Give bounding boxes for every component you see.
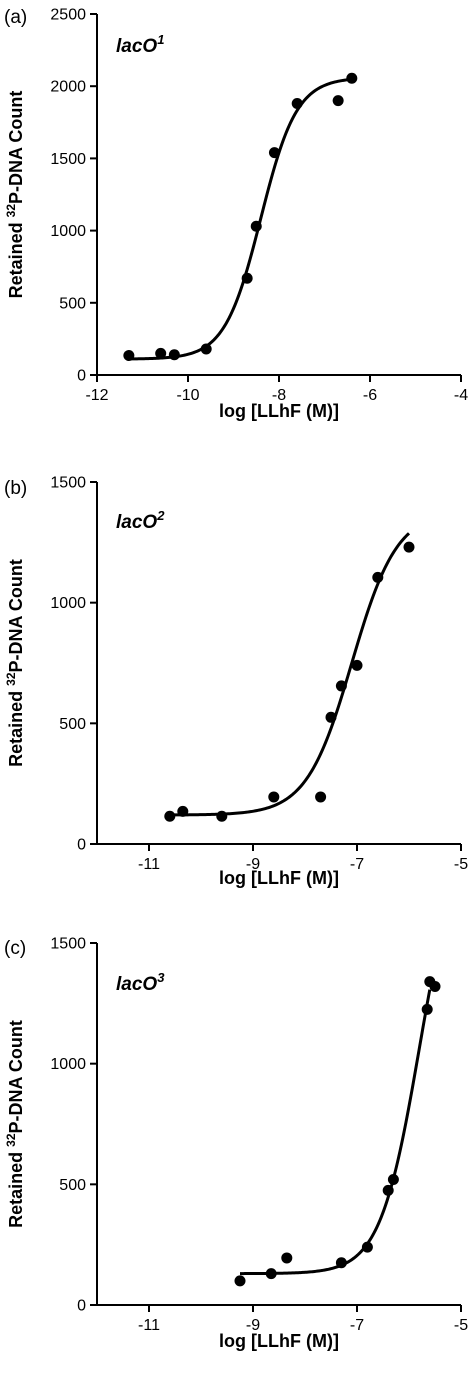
x-tick-label: -11	[138, 1317, 160, 1334]
chart-panel-2: 0 500 1000 1500 -11 -9 -7 -5 log [LLhF (M)] Retai…	[4, 475, 468, 889]
operator-annotation-superscript: 2	[156, 508, 165, 523]
x-axis-title: log [LLhF (M)]	[219, 1331, 339, 1351]
operator-annotation-superscript: 3	[157, 970, 165, 985]
data-point	[164, 810, 176, 822]
y-axis-title-suffix: P-DNA Count	[6, 1020, 26, 1133]
x-tick-label: -7	[350, 1317, 364, 1334]
y-axis-title: Retained 32P-DNA Count	[4, 1020, 26, 1228]
operator-annotation-superscript: 1	[157, 32, 164, 47]
y-axis-title-superscript: 32	[4, 204, 18, 218]
panel-label: (b)	[4, 478, 27, 499]
y-tick-label: 1000	[50, 1056, 86, 1073]
y-axis-title-superscript: 32	[4, 672, 18, 686]
data-point	[241, 272, 253, 284]
y-tick-label: 1000	[50, 223, 86, 240]
data-point	[332, 95, 344, 107]
y-axis-title-suffix: P-DNA Count	[6, 91, 26, 204]
y-tick-label: 500	[59, 295, 86, 312]
x-axis-title: log [LLhF (M)]	[219, 401, 339, 421]
y-tick-label: 500	[59, 716, 86, 733]
data-point	[315, 791, 327, 803]
data-point	[250, 220, 262, 232]
x-tick-label: -6	[363, 387, 377, 404]
data-point	[429, 980, 441, 992]
y-tick-label: 0	[77, 1298, 86, 1315]
operator-annotation-base: lacO	[116, 36, 157, 57]
data-point	[403, 541, 415, 553]
data-point	[234, 1275, 246, 1287]
data-point	[265, 1268, 277, 1280]
y-axis-title-prefix: Retained	[6, 217, 26, 298]
data-point	[335, 1257, 347, 1269]
data-point	[421, 1003, 433, 1015]
y-tick-label: 1500	[50, 936, 86, 953]
data-point	[351, 659, 363, 671]
data-point	[387, 1174, 399, 1186]
operator-annotation: lacO3	[116, 970, 165, 995]
x-tick-label: -12	[85, 387, 108, 404]
fit-curve	[128, 77, 352, 361]
data-point	[155, 347, 167, 359]
x-tick-label: -11	[138, 856, 160, 873]
data-point	[268, 147, 280, 159]
data-point	[325, 711, 337, 723]
x-tick-label: -9	[246, 1317, 260, 1334]
x-tick-label: -4	[454, 387, 468, 404]
data-point	[372, 571, 384, 583]
fit-curve	[240, 989, 432, 1276]
y-tick-label: 1500	[50, 151, 86, 168]
data-point	[123, 350, 135, 362]
y-tick-label: 2500	[50, 7, 86, 24]
data-point	[177, 805, 189, 817]
data-point	[291, 98, 303, 110]
data-point	[382, 1184, 394, 1196]
x-axis-title: log [LLhF (M)]	[219, 868, 339, 888]
data-point	[335, 680, 347, 692]
chart-panel-3: 0 500 1000 1500 -11 -9 -7 -5 log [LLhF (M)] Retai…	[4, 936, 468, 1352]
fit-curve	[169, 532, 411, 817]
y-tick-label: 500	[59, 1177, 86, 1194]
y-axis-title-superscript: 32	[4, 1133, 18, 1147]
data-point	[361, 1241, 373, 1253]
y-tick-label: 1500	[50, 475, 86, 492]
operator-annotation-base: lacO	[116, 974, 157, 995]
operator-annotation: lacO2	[116, 508, 165, 533]
y-axis-title: Retained 32P-DNA Count	[4, 559, 26, 767]
operator-annotation-base: lacO	[116, 512, 157, 533]
y-axis-title-suffix: P-DNA Count	[6, 559, 26, 672]
x-tick-label: -9	[246, 856, 260, 873]
data-point	[216, 810, 228, 822]
panel-label: (c)	[4, 938, 26, 959]
data-point	[200, 343, 212, 355]
x-tick-label: -8	[272, 387, 286, 404]
y-tick-label: 0	[77, 837, 86, 854]
y-axis-title-prefix: Retained	[6, 1147, 26, 1228]
y-tick-label: 0	[77, 368, 86, 385]
y-axis-title-prefix: Retained	[6, 686, 26, 767]
panel-label: (a)	[4, 7, 27, 28]
operator-annotation: lacO1	[116, 32, 164, 57]
y-tick-label: 1000	[50, 595, 86, 612]
data-point	[281, 1252, 293, 1264]
data-point	[268, 791, 280, 803]
y-tick-label: 2000	[50, 79, 86, 96]
x-tick-label: -5	[454, 856, 468, 873]
data-point	[168, 349, 180, 361]
x-tick-label: -7	[350, 856, 364, 873]
y-axis-title: Retained 32P-DNA Count	[4, 91, 26, 299]
data-point	[346, 72, 358, 84]
x-tick-label: -5	[454, 1317, 468, 1334]
x-tick-label: -10	[176, 387, 199, 404]
chart-panel-1: 0 500 1000 1500 2000 2500 -12 -10 -8 -6 -4 log [LLh…	[4, 7, 468, 422]
